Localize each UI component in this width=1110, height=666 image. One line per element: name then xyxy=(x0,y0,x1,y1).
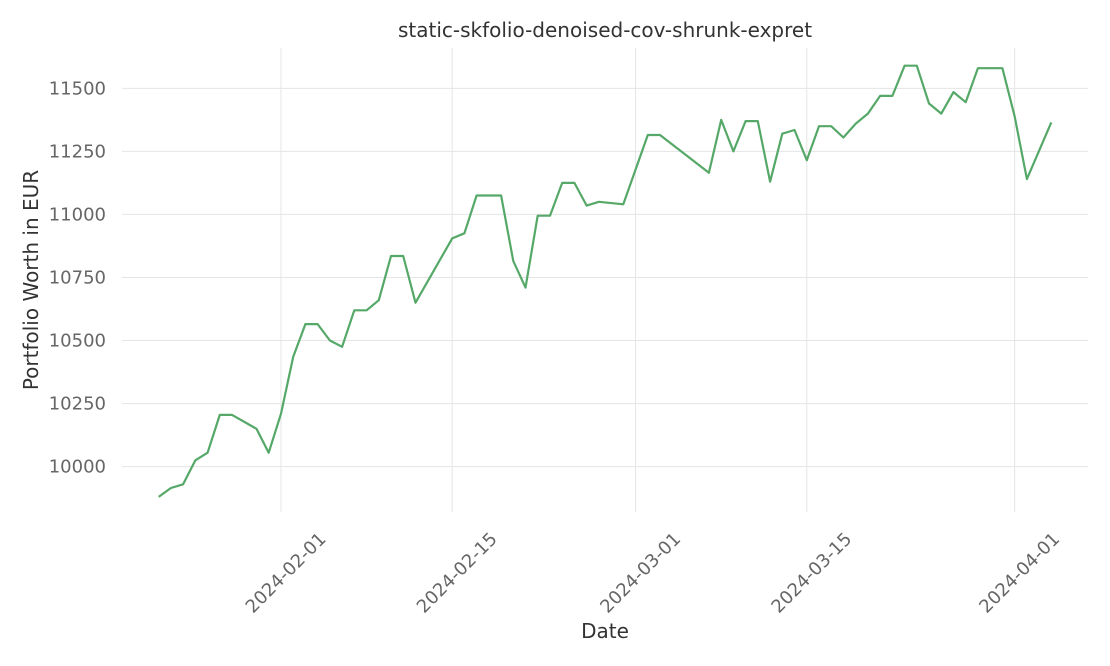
tick-layer: 10000 10250 10500 10750 11000 11250 11500 2024-… xyxy=(49,78,1064,617)
series-line xyxy=(158,64,1053,498)
y-tick-label: 10000 xyxy=(49,457,106,478)
series-layer xyxy=(158,64,1053,498)
y-tick-label: 11000 xyxy=(49,204,106,225)
x-tick-label: 2024-02-15 xyxy=(413,529,502,618)
x-tick-label: 2024-04-01 xyxy=(975,529,1064,618)
y-tick-label: 10250 xyxy=(49,394,106,415)
chart-title: static-skfolio-denoised-cov-shrunk-expre… xyxy=(398,18,812,42)
y-tick-label: 10500 xyxy=(49,331,106,352)
y-tick-label: 10750 xyxy=(49,267,106,288)
y-axis-label: Portfolio Worth in EUR xyxy=(19,170,43,390)
x-tick-label: 2024-03-15 xyxy=(767,529,856,618)
y-tick-label: 11250 xyxy=(49,141,106,162)
x-axis-label: Date xyxy=(581,619,629,643)
grid-layer xyxy=(122,48,1088,512)
y-tick-label: 11500 xyxy=(49,78,106,99)
x-tick-label: 2024-03-01 xyxy=(596,529,685,618)
x-tick-label: 2024-02-01 xyxy=(242,529,331,618)
